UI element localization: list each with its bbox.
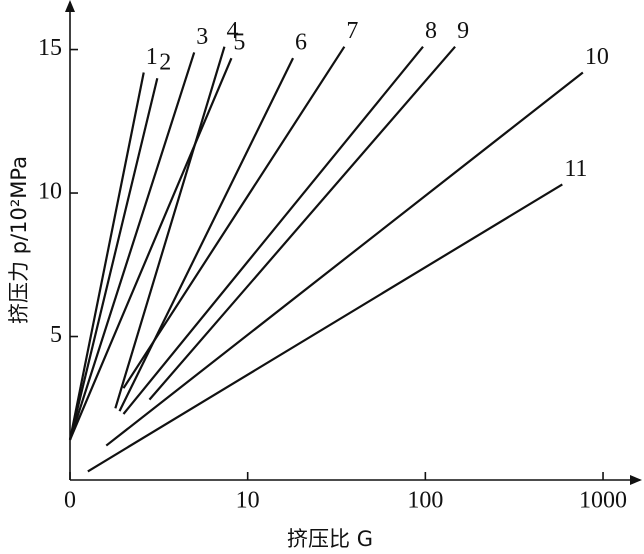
series-label: 10 xyxy=(585,44,609,70)
series-label: 3 xyxy=(196,24,208,50)
series-line xyxy=(148,45,456,401)
series-label: 7 xyxy=(346,18,358,44)
series-label: 5 xyxy=(233,30,245,56)
series-line xyxy=(68,52,196,441)
x-axis-label: 挤压比 G xyxy=(287,527,373,551)
series-line xyxy=(122,45,424,415)
series-label: 2 xyxy=(159,50,171,76)
x-tick-label: 0 xyxy=(64,488,76,514)
series-line xyxy=(114,46,226,409)
series-line xyxy=(122,46,346,389)
series-line xyxy=(105,71,584,447)
series-line xyxy=(68,57,233,441)
y-axis-label: 挤压力 p/10²MPa xyxy=(7,156,31,324)
series-label: 1 xyxy=(146,44,158,70)
y-tick-label: 15 xyxy=(38,35,62,61)
x-tick-label: 10 xyxy=(236,488,260,514)
series-label: 8 xyxy=(425,18,437,44)
series-label: 6 xyxy=(295,30,307,56)
y-tick-label: 5 xyxy=(50,322,62,348)
series-label: 9 xyxy=(457,18,469,44)
x-tick-label: 1000 xyxy=(579,488,627,514)
series-label: 4 xyxy=(226,18,238,44)
x-tick-label: 100 xyxy=(407,488,443,514)
series-line xyxy=(68,72,145,441)
series-line xyxy=(87,183,563,473)
series-label: 11 xyxy=(564,156,587,182)
y-tick-label: 10 xyxy=(38,179,62,205)
series-line xyxy=(68,77,159,441)
series-line xyxy=(118,57,295,412)
